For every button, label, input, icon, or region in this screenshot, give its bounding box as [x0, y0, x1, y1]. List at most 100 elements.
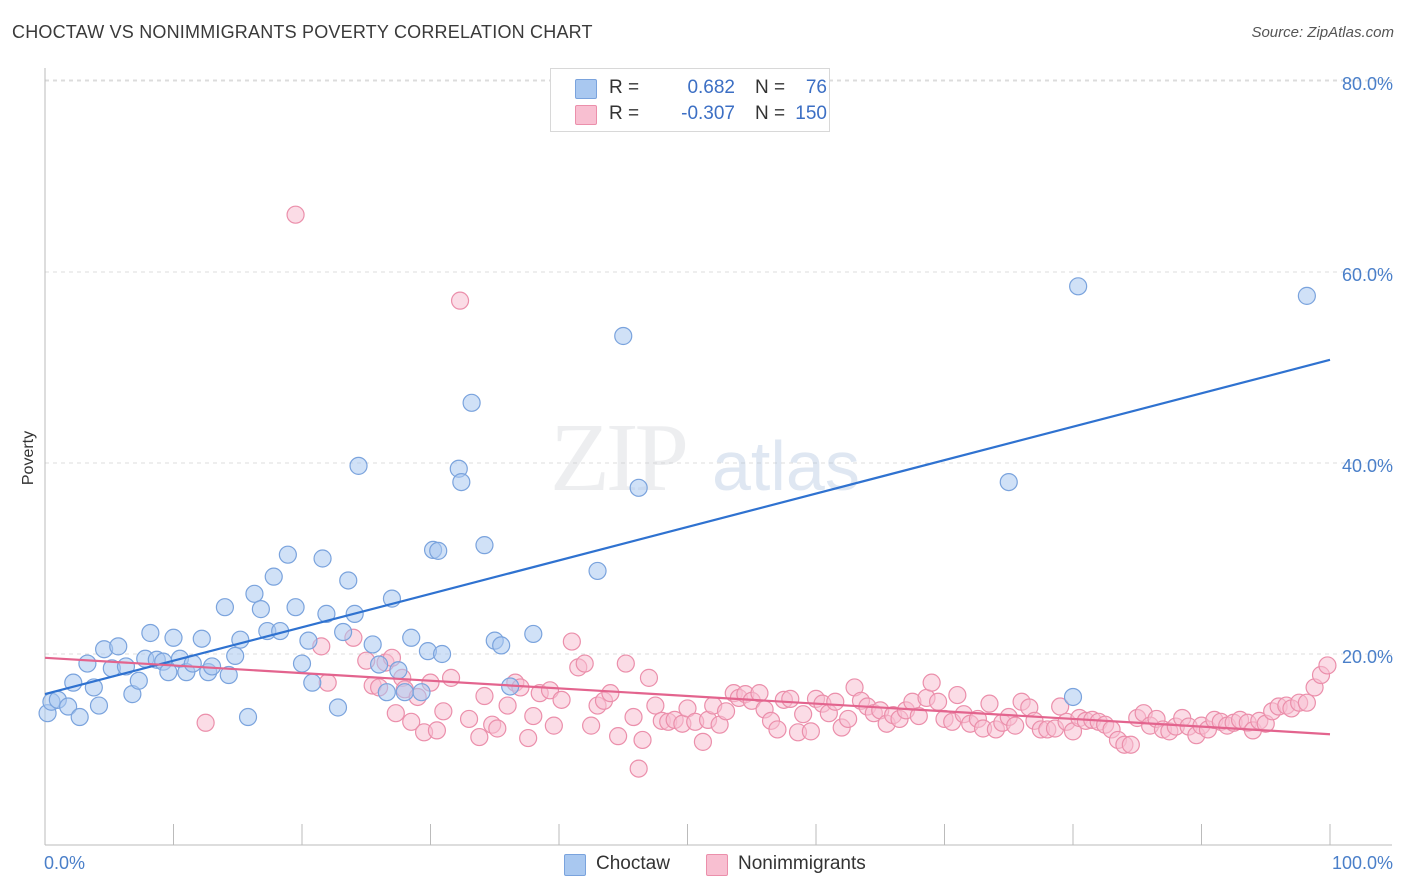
- nonimmigrants-point: [639, 668, 659, 687]
- nonimmigrants-point: [519, 728, 538, 748]
- choctaw-point: [377, 683, 396, 702]
- choctaw-point: [238, 707, 258, 727]
- nonimmigrants-point: [488, 719, 507, 738]
- nonimmigrants-point: [909, 706, 928, 726]
- choctaw-point: [363, 635, 382, 654]
- nonimmigrants-point: [678, 699, 697, 718]
- nonimmigrants-point: [609, 727, 628, 746]
- choctaw-point: [475, 536, 494, 555]
- nonimmigrants-point: [794, 705, 813, 724]
- choctaw-point: [452, 473, 471, 492]
- choctaw-point: [334, 622, 353, 642]
- series-choctaw: [38, 277, 1316, 727]
- x-tick-label: 0.0%: [44, 853, 85, 873]
- bottom-legend-swatch-nonimmigrants: [706, 854, 728, 876]
- series-nonimmigrants: [196, 205, 1337, 778]
- nonimmigrants-point: [450, 291, 470, 310]
- y-axis-label: Poverty: [20, 431, 37, 485]
- nonimmigrants-point: [544, 716, 563, 735]
- nonimmigrants-point: [826, 692, 845, 711]
- nonimmigrants-point: [601, 684, 620, 703]
- gridlines: [45, 79, 1392, 655]
- choctaw-point: [109, 637, 128, 656]
- choctaw-point: [278, 545, 297, 564]
- legend-n-value: 150: [795, 103, 827, 124]
- nonimmigrants-point: [1051, 697, 1070, 716]
- choctaw-point: [219, 665, 238, 685]
- bottom-legend-swatch-choctaw: [564, 854, 586, 876]
- nonimmigrants-point: [693, 732, 713, 751]
- nonimmigrants-point: [562, 632, 581, 651]
- choctaw-point: [303, 673, 322, 692]
- legend-r-value: -0.307: [681, 103, 735, 124]
- nonimmigrants-point: [616, 654, 635, 673]
- watermark-atlas: atlas: [712, 427, 860, 505]
- bottom-legend-label: Choctaw: [596, 853, 670, 874]
- nonimmigrants-point: [624, 707, 643, 727]
- nonimmigrants-point: [716, 702, 736, 721]
- choctaw-point: [432, 644, 452, 664]
- nonimmigrants-point: [575, 654, 594, 673]
- nonimmigrants-point: [386, 704, 405, 723]
- choctaw-point: [588, 561, 607, 581]
- choctaw-point: [328, 698, 348, 717]
- choctaw-point: [370, 655, 389, 674]
- nonimmigrants-point: [633, 730, 652, 750]
- nonimmigrants-point: [459, 709, 479, 729]
- choctaw-point: [349, 456, 368, 475]
- choctaw-point: [159, 663, 178, 682]
- choctaw-point: [462, 393, 481, 412]
- y-tick-label: 20.0%: [1342, 647, 1393, 667]
- legend-r-value: 0.682: [687, 77, 735, 98]
- nonimmigrants-point: [427, 721, 447, 740]
- tick-labels: 20.0% 40.0% 60.0% 80.0% 0.0% 100.0%: [44, 74, 1393, 873]
- nonimmigrants-point: [286, 205, 305, 224]
- nonimmigrants-point: [498, 696, 517, 715]
- nonimmigrants-point: [441, 668, 461, 687]
- watermark-zip: ZIP: [550, 404, 685, 512]
- choctaw-point: [141, 623, 160, 643]
- chart-title: CHOCTAW VS NONIMMIGRANTS POVERTY CORRELA…: [12, 22, 593, 42]
- nonimmigrants-point: [552, 690, 571, 709]
- legend-r-label: R =: [609, 103, 640, 124]
- nonimmigrants-point: [402, 712, 421, 731]
- choctaw-point: [299, 631, 318, 650]
- y-tick-label: 40.0%: [1342, 456, 1393, 476]
- legend-swatch-nonimmigrants: [575, 105, 597, 125]
- choctaw-point: [429, 541, 448, 560]
- nonimmigrants-point: [434, 702, 453, 721]
- choctaw-point: [59, 697, 78, 716]
- nonimmigrants-point: [839, 709, 858, 729]
- y-tick-label: 80.0%: [1342, 74, 1393, 94]
- bottom-legend-label: Nonimmigrants: [738, 853, 866, 874]
- choctaw-point: [70, 707, 89, 727]
- choctaw-point: [1063, 687, 1083, 707]
- nonimmigrants-point: [196, 713, 215, 732]
- choctaw-point: [286, 598, 305, 617]
- nonimmigrants-point: [781, 689, 800, 708]
- choctaw-point: [412, 683, 431, 702]
- nonimmigrants-point: [801, 722, 820, 741]
- choctaw-point: [614, 326, 633, 346]
- watermark: ZIP atlas: [550, 404, 860, 512]
- nonimmigrants-point: [928, 692, 948, 711]
- nonimmigrants-point: [768, 720, 787, 739]
- choctaw-point: [313, 549, 332, 568]
- nonimmigrants-point: [750, 684, 769, 703]
- choctaw-point: [78, 654, 97, 673]
- choctaw-point: [164, 628, 183, 647]
- choctaw-point: [492, 636, 511, 655]
- legend-n-value: 76: [805, 77, 827, 98]
- legend-n-label: N =: [755, 103, 786, 124]
- choctaw-point: [226, 646, 245, 666]
- legend-n-label: N =: [755, 77, 786, 98]
- legend-swatch-choctaw: [575, 79, 597, 99]
- nonimmigrants-point: [948, 685, 967, 705]
- choctaw-point: [1069, 277, 1088, 296]
- choctaw-point: [192, 629, 211, 648]
- nonimmigrants-point: [1318, 656, 1337, 675]
- nonimmigrants-point: [1297, 693, 1316, 712]
- choctaw-point: [251, 600, 270, 619]
- choctaw-point: [317, 604, 336, 623]
